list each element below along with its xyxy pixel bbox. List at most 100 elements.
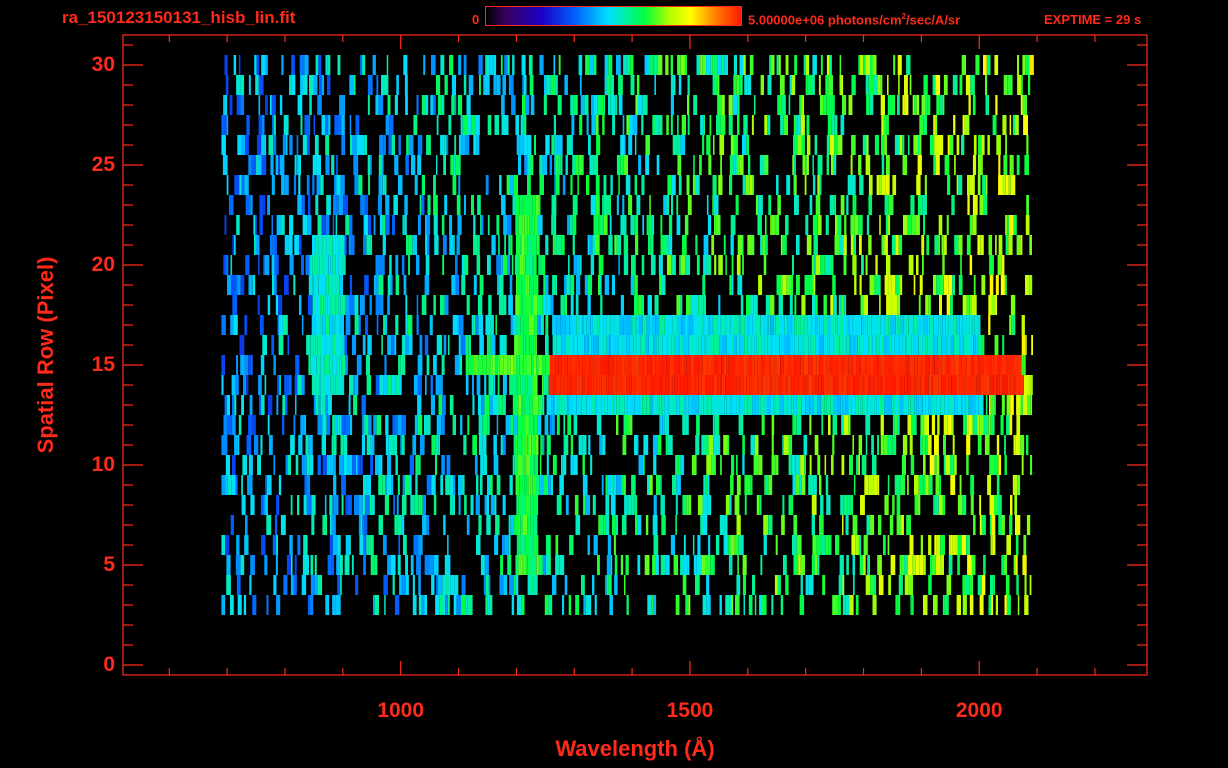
heatmap-cell: [512, 395, 515, 415]
heatmap-cell: [826, 315, 829, 335]
heatmap-cell: [565, 335, 569, 355]
heatmap-cell: [921, 95, 926, 115]
heatmap-cell: [272, 115, 274, 135]
heatmap-cell: [807, 75, 812, 95]
heatmap-cell: [271, 95, 276, 115]
heatmap-cell: [636, 375, 640, 395]
heatmap-cell: [1029, 235, 1032, 255]
heatmap-cell: [387, 275, 391, 295]
heatmap-cell: [981, 135, 985, 155]
heatmap-cell: [498, 295, 504, 315]
heatmap-cell: [713, 435, 717, 455]
heatmap-cell: [661, 375, 666, 395]
heatmap-cell: [748, 595, 753, 615]
heatmap-cell: [642, 395, 647, 415]
heatmap-cell: [852, 355, 856, 375]
heatmap-cell: [621, 355, 625, 375]
heatmap-cell: [843, 315, 848, 335]
heatmap-cell: [479, 275, 484, 295]
heatmap-cell: [244, 175, 249, 195]
heatmap-cell: [888, 195, 894, 215]
heatmap-cell: [698, 395, 704, 415]
heatmap-cell: [587, 295, 591, 315]
heatmap-cell: [806, 135, 811, 155]
heatmap-cell: [784, 335, 790, 355]
heatmap-cell: [533, 295, 538, 315]
heatmap-cell: [803, 435, 808, 455]
heatmap-cell: [900, 475, 906, 495]
heatmap-cell: [1018, 515, 1021, 535]
heatmap-cell: [555, 555, 560, 575]
heatmap-cell: [339, 235, 345, 255]
heatmap-cell: [690, 315, 694, 335]
heatmap-cell: [332, 495, 334, 515]
heatmap-cell: [1002, 375, 1005, 395]
heatmap-cell: [969, 255, 973, 275]
heatmap-cell: [449, 55, 454, 75]
heatmap-cell: [404, 195, 408, 215]
heatmap-cell: [915, 555, 920, 575]
heatmap-cell: [484, 395, 490, 415]
heatmap-cell: [438, 395, 443, 415]
heatmap-cell: [663, 235, 669, 255]
heatmap-cell: [509, 475, 513, 495]
heatmap-cell: [286, 135, 288, 155]
heatmap-cell: [993, 455, 999, 475]
heatmap-cell: [842, 595, 846, 615]
heatmap-cell: [899, 555, 902, 575]
heatmap-cell: [767, 75, 772, 95]
heatmap-cell: [1006, 535, 1011, 555]
heatmap-cell: [520, 235, 522, 255]
heatmap-cell: [748, 475, 751, 495]
heatmap-cell: [464, 195, 466, 215]
heatmap-cell: [994, 495, 998, 515]
heatmap-cell: [468, 75, 474, 95]
heatmap-cell: [298, 435, 303, 455]
heatmap-cell: [224, 55, 228, 75]
heatmap-cell: [552, 355, 556, 375]
heatmap-cell: [548, 595, 553, 615]
heatmap-cell: [224, 115, 227, 135]
heatmap-cell: [873, 575, 877, 595]
heatmap-cell: [994, 55, 999, 75]
heatmap-cell: [309, 455, 314, 475]
heatmap-cell: [793, 395, 797, 415]
heatmap-cell: [253, 215, 256, 235]
heatmap-cell: [920, 535, 923, 555]
heatmap-cell: [306, 475, 311, 495]
heatmap-cell: [951, 375, 957, 395]
heatmap-cell: [702, 275, 706, 295]
heatmap-cell: [1020, 95, 1023, 115]
heatmap-cell: [414, 175, 418, 195]
heatmap-cell: [649, 195, 651, 215]
heatmap-cell: [532, 375, 534, 395]
heatmap-cell: [874, 375, 878, 395]
heatmap-cell: [904, 75, 908, 95]
heatmap-cell: [512, 315, 517, 335]
heatmap-cell: [756, 315, 761, 335]
heatmap-cell: [460, 115, 463, 135]
heatmap-cell: [363, 555, 366, 575]
heatmap-cell: [972, 395, 976, 415]
heatmap-cell: [314, 135, 319, 155]
heatmap-cell: [395, 255, 399, 275]
heatmap-cell: [987, 475, 992, 495]
heatmap-cell: [687, 115, 690, 135]
heatmap-cell: [393, 195, 398, 215]
heatmap-cell: [657, 395, 660, 415]
heatmap-cell: [503, 295, 507, 315]
heatmap-cell: [431, 475, 436, 495]
heatmap-cell: [884, 135, 887, 155]
heatmap-cell: [257, 455, 261, 475]
heatmap-cell: [539, 455, 542, 475]
heatmap-cell: [973, 335, 976, 355]
heatmap-cell: [308, 115, 311, 135]
heatmap-cell: [231, 375, 236, 395]
heatmap-cell: [584, 275, 588, 295]
heatmap-cell: [289, 255, 294, 275]
heatmap-cell: [290, 435, 295, 455]
heatmap-cell: [387, 295, 390, 315]
heatmap-cell: [364, 275, 369, 295]
heatmap-cell: [634, 295, 639, 315]
heatmap-cell: [341, 415, 346, 435]
